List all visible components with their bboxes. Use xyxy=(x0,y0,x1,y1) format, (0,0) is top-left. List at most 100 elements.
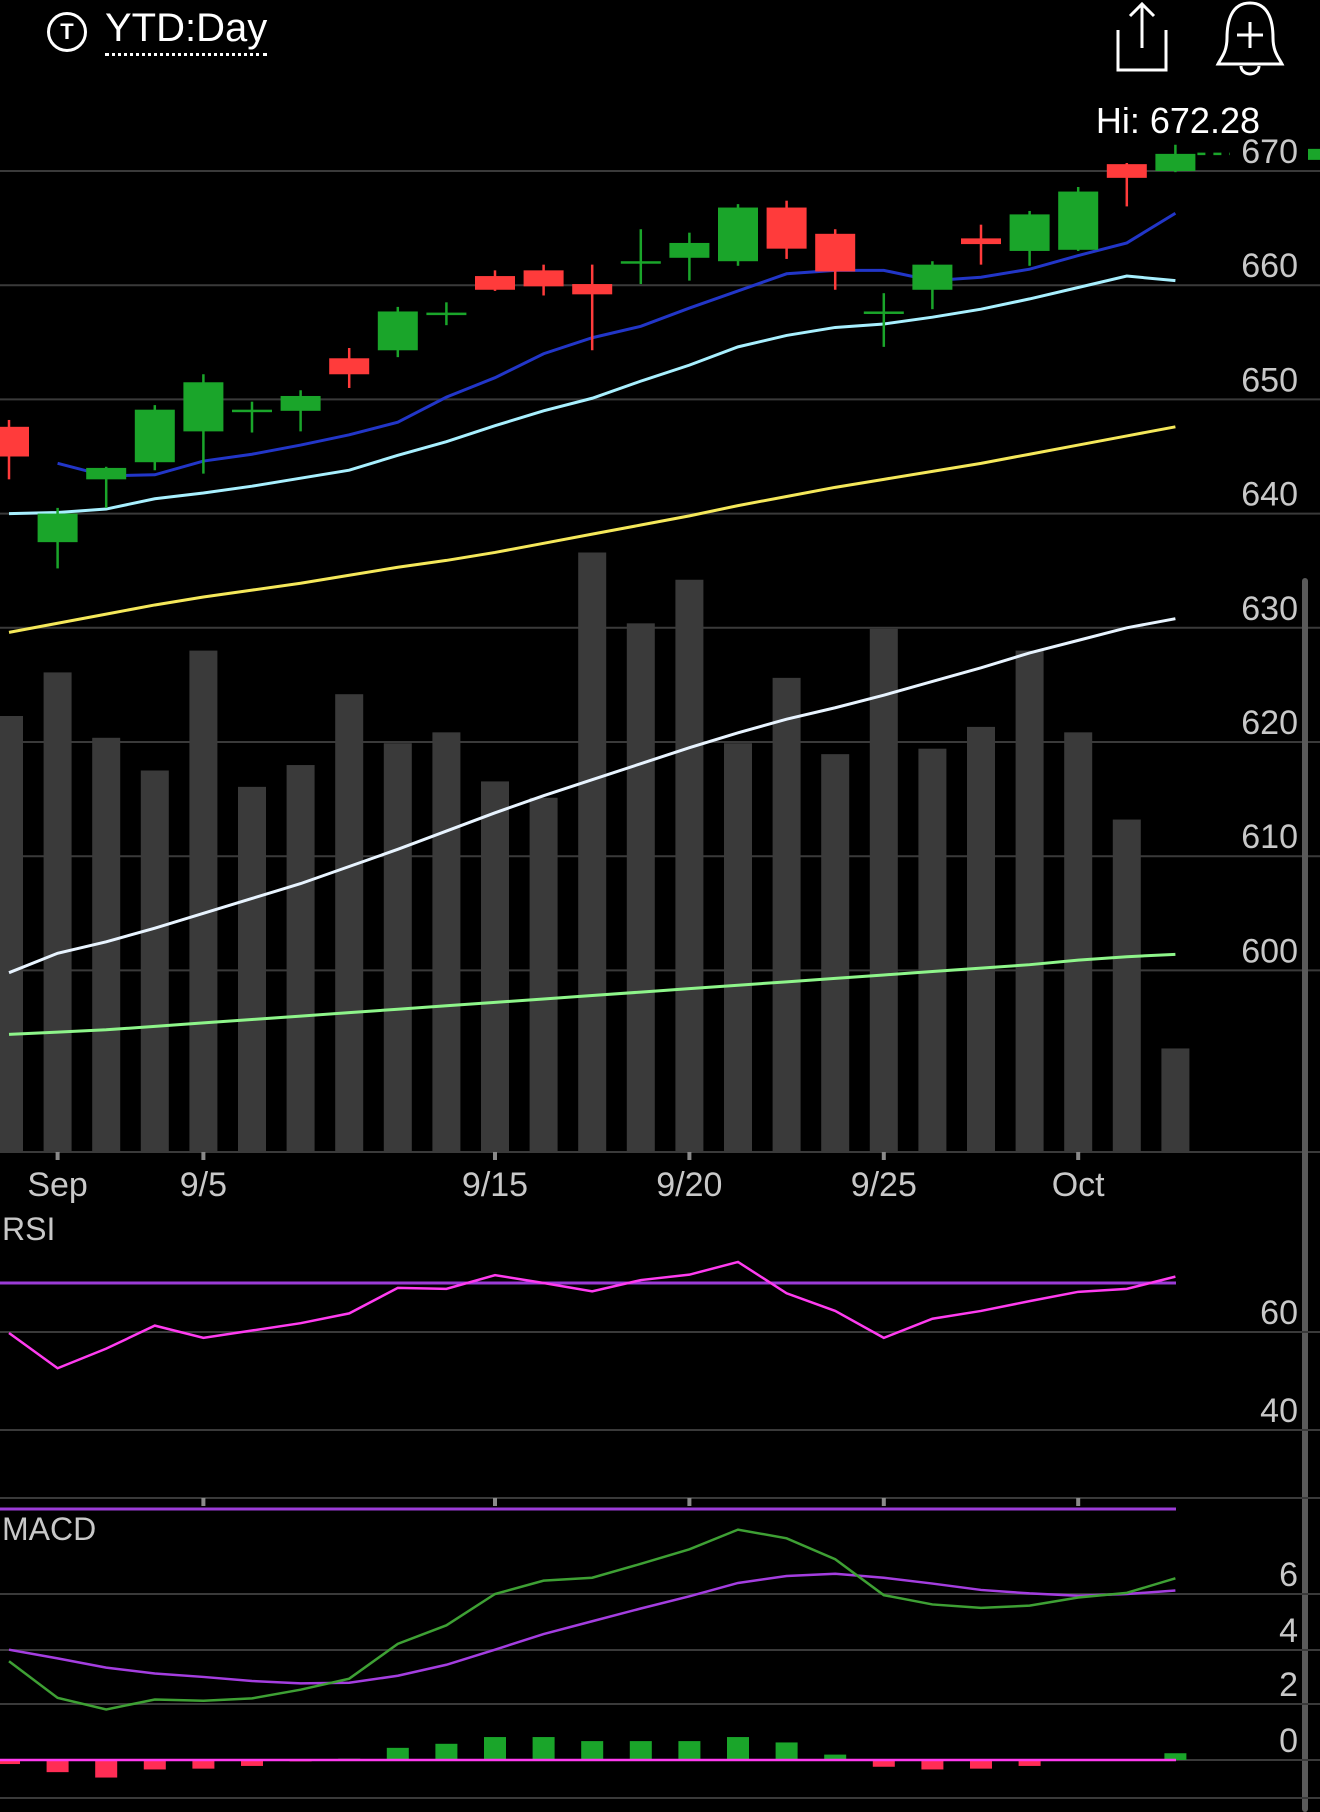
candle-up xyxy=(134,409,175,463)
share-button[interactable] xyxy=(1108,0,1178,76)
macd-histogram-bar xyxy=(241,1760,263,1766)
macd-histogram-bar xyxy=(532,1737,555,1760)
macd-axis-tick-label: 0 xyxy=(1279,1722,1298,1760)
high-price-label: Hi: 672.28 xyxy=(1095,100,1260,141)
macd-axis-tick-label: 2 xyxy=(1279,1666,1298,1704)
volume-bar xyxy=(1064,732,1093,1152)
x-axis-tick-label: 9/5 xyxy=(180,1166,227,1204)
macd-histogram-bar xyxy=(0,1760,20,1765)
macd-histogram-bar xyxy=(1018,1760,1041,1766)
volume-bar xyxy=(1161,1048,1190,1152)
macd-histogram-bar xyxy=(727,1737,749,1760)
x-axis-tick-label: 9/15 xyxy=(462,1166,528,1204)
volume-bar xyxy=(481,781,509,1152)
volume-bar xyxy=(869,628,898,1152)
range-selector[interactable]: YTD:Day xyxy=(105,6,268,56)
volume-bar xyxy=(967,726,995,1152)
moving-average-line-yellow xyxy=(8,425,1176,634)
price-axis-tick-label: 620 xyxy=(1241,704,1298,742)
volume-bar xyxy=(578,552,607,1152)
candle-down xyxy=(1106,164,1147,178)
chart-scrollbar xyxy=(1302,578,1308,1812)
candle-up xyxy=(1009,214,1050,251)
volume-bar xyxy=(1015,650,1044,1152)
candle-up xyxy=(718,207,758,262)
rsi-axis-tick-label: 60 xyxy=(1260,1294,1298,1332)
candle-up xyxy=(1155,153,1196,171)
volume-bar xyxy=(335,694,364,1152)
volume-bar xyxy=(626,623,655,1152)
moving-average-line-green xyxy=(8,952,1176,1036)
x-axis-tick-label: 9/20 xyxy=(656,1166,722,1204)
volume-bar xyxy=(529,797,558,1152)
macd-panel: MACD 6 4 2 0 xyxy=(0,1511,1320,1799)
moving-average-line-white xyxy=(8,617,1176,975)
macd-histogram-bar xyxy=(872,1760,895,1767)
macd-axis-tick-label: 6 xyxy=(1279,1556,1298,1594)
macd-histogram-bar xyxy=(824,1754,847,1760)
macd-title: MACD xyxy=(2,1511,96,1547)
macd-histogram-bar xyxy=(629,1741,652,1760)
candle-up xyxy=(37,513,78,543)
x-axis-tick-label: 9/25 xyxy=(851,1166,917,1204)
x-axis-tick-label: Sep xyxy=(27,1166,88,1204)
candle-up xyxy=(1058,191,1099,250)
share-icon xyxy=(1116,1,1168,72)
alert-button[interactable] xyxy=(1215,0,1285,76)
candle-up xyxy=(232,409,272,413)
volume-bar xyxy=(0,716,23,1152)
volume-bar xyxy=(238,786,266,1152)
rsi-line xyxy=(8,1260,1176,1370)
macd-histogram-bar xyxy=(970,1760,992,1769)
candle-down xyxy=(572,284,613,295)
volume-bar xyxy=(675,579,704,1152)
moving-average-line-blue xyxy=(57,211,1177,478)
macd-histogram-bar xyxy=(921,1760,944,1770)
candle-up xyxy=(183,382,224,432)
price-axis-tick-label: 610 xyxy=(1241,818,1298,856)
rsi-panel: RSI 60 40 xyxy=(0,1211,1320,1511)
rsi-title: RSI xyxy=(2,1211,55,1247)
candle-down xyxy=(0,426,29,457)
price-axis-tick-label: 660 xyxy=(1241,247,1298,285)
macd-line xyxy=(8,1528,1176,1711)
candle-up xyxy=(426,312,467,316)
candle-down xyxy=(329,358,370,375)
price-axis-tick-label: 650 xyxy=(1241,361,1298,399)
macd-axis-tick-label: 4 xyxy=(1279,1612,1298,1650)
macd-histogram-bar xyxy=(143,1760,166,1770)
candle-down xyxy=(523,270,564,287)
candle-down xyxy=(475,276,515,290)
volume-bar xyxy=(140,770,169,1152)
macd-histogram-bar xyxy=(46,1760,69,1773)
volume-bar xyxy=(918,748,947,1152)
candle-down xyxy=(961,238,1001,245)
price-axis-tick-label: 640 xyxy=(1241,476,1298,514)
candle-up xyxy=(669,242,710,258)
volume-bar xyxy=(432,732,461,1152)
x-axis-tick-label: Oct xyxy=(1052,1166,1105,1204)
chart-header: T YTD:Day xyxy=(0,0,1320,90)
moving-average-line-cyan xyxy=(8,274,1176,516)
candle-down xyxy=(766,207,807,249)
macd-histogram-bar xyxy=(1164,1753,1187,1760)
price-axis-tick-label: 630 xyxy=(1241,590,1298,628)
volume-bar xyxy=(772,677,801,1152)
clock-circle-icon[interactable]: T xyxy=(47,12,87,52)
candle-up xyxy=(86,467,127,480)
candle-down xyxy=(815,233,856,272)
candle-up xyxy=(620,261,661,264)
macd-histogram-bar xyxy=(435,1743,458,1760)
rsi-axis-tick-label: 40 xyxy=(1260,1392,1298,1430)
last-price-marker xyxy=(1308,148,1320,160)
macd-histogram-bar xyxy=(775,1742,798,1760)
volume-bar xyxy=(189,650,218,1152)
candle-up xyxy=(912,264,953,290)
volume-bar xyxy=(286,765,315,1152)
macd-histogram-bar xyxy=(484,1737,506,1760)
candle-up xyxy=(863,311,904,314)
macd-histogram-bar xyxy=(581,1741,604,1760)
volume-bar xyxy=(1112,819,1141,1152)
macd-histogram-bar xyxy=(95,1760,118,1778)
